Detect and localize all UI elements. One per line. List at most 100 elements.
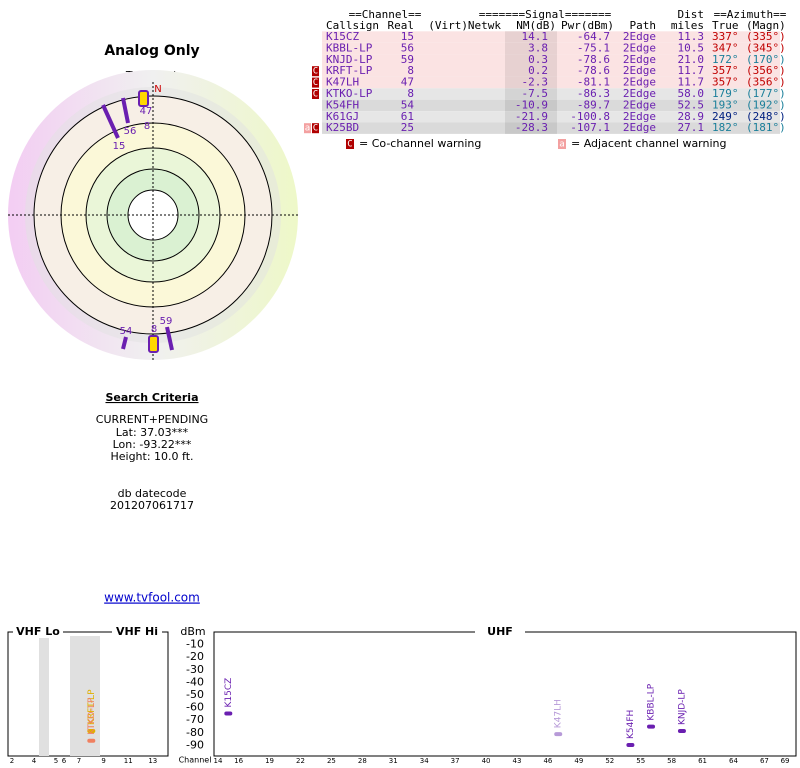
station-label: K47LH: [554, 699, 564, 728]
cell: 357°: [712, 76, 739, 89]
x-label: Channel: [179, 756, 212, 765]
signal-mark: [554, 732, 563, 737]
polar-label: 47: [140, 106, 153, 117]
row-bg: [322, 88, 780, 100]
y-tick-label: -30: [186, 663, 204, 676]
nm-shade: [505, 99, 557, 112]
x-tick-label: 11: [124, 757, 133, 765]
group-header: ==Azimuth==: [714, 8, 787, 21]
x-tick-label: 2: [10, 757, 14, 765]
column-header: True: [712, 19, 739, 32]
cell: (335°): [746, 30, 786, 43]
row-bg: [322, 31, 780, 43]
cell: 0.3: [528, 53, 548, 66]
cell: -21.9: [515, 110, 548, 123]
group-header: =======Signal=======: [479, 8, 612, 21]
polar-label: 54: [120, 326, 133, 337]
x-tick-label: 34: [420, 757, 429, 765]
warning-text: C: [313, 124, 318, 134]
cell: 15: [401, 30, 414, 43]
x-tick-label: 16: [234, 757, 243, 765]
station-label: KBBL-LP: [647, 683, 657, 720]
warning-icon: [312, 123, 319, 134]
cell: KRFT-LP: [326, 64, 373, 77]
gap: [39, 636, 49, 756]
polar-title: Analog Only: [104, 43, 199, 59]
y-tick-label: -50: [186, 688, 204, 701]
cell: -10.9: [515, 98, 548, 111]
cell: -75.1: [577, 41, 610, 54]
cell: K61GJ: [326, 110, 359, 123]
cell: 3.8: [528, 41, 548, 54]
station-label: KRFT-LP: [87, 689, 97, 725]
cell: 11.7: [678, 64, 705, 77]
nm-shade: [505, 65, 557, 77]
nm-shade: [505, 31, 557, 43]
cell: 8: [407, 87, 414, 100]
link[interactable]: www.tvfool.com: [104, 591, 200, 605]
y-tick-label: -70: [186, 713, 204, 726]
polar-label: 15: [113, 141, 126, 152]
row-bg: [322, 42, 780, 55]
nm-shade: [505, 42, 557, 55]
signal-mark: [224, 711, 233, 716]
column-header: (Virt): [428, 19, 468, 32]
cell: 54: [401, 98, 415, 111]
cell: KBBL-LP: [326, 41, 373, 54]
cell: 193°: [712, 98, 739, 111]
x-tick-label: 13: [148, 757, 157, 765]
nm-shade: [505, 54, 557, 66]
cell: 58.0: [678, 87, 705, 100]
cell: 172°: [712, 53, 739, 66]
nm-shade: [505, 76, 557, 89]
criteria-line: Lat: 37.03***: [116, 426, 189, 439]
cell: (177°): [746, 87, 786, 100]
cell: 47: [401, 76, 414, 89]
datecode-label: db datecode: [118, 487, 187, 500]
signal-mark: [677, 729, 686, 734]
legend-mark: C: [347, 140, 352, 150]
x-tick-label: 43: [513, 757, 522, 765]
cell: 337°: [712, 30, 739, 43]
cell: 2Edge: [623, 87, 656, 100]
cell: K25BD: [326, 121, 359, 134]
cell: 61: [401, 110, 414, 123]
x-tick-label: 19: [265, 757, 274, 765]
cell: 11.3: [678, 30, 705, 43]
cell: -107.1: [570, 121, 610, 134]
north-marker: N: [154, 84, 161, 95]
band-label: VHF Hi: [116, 625, 158, 638]
legend-icon: [558, 139, 566, 149]
x-tick-label: 25: [327, 757, 336, 765]
x-tick-label: 9: [101, 757, 105, 765]
polar-label: 8: [151, 324, 157, 335]
group-header: ==Channel==: [349, 8, 422, 21]
cell: 2Edge: [623, 64, 656, 77]
x-tick-label: 22: [296, 757, 305, 765]
y-tick-label: -40: [186, 675, 204, 688]
cell: K47LH: [326, 76, 359, 89]
x-tick-label: 31: [389, 757, 398, 765]
y-tick-label: -80: [186, 726, 204, 739]
cell: 52.5: [678, 98, 705, 111]
cell: -89.7: [577, 98, 610, 111]
cell: (170°): [746, 53, 786, 66]
x-tick-label: 55: [636, 757, 645, 765]
cell: 11.7: [678, 76, 705, 89]
polar-plot: [8, 70, 298, 360]
column-header: Path: [630, 19, 657, 32]
warning-text: a: [305, 124, 310, 134]
column-header: Netwk: [468, 19, 501, 32]
x-tick-label: 61: [698, 757, 707, 765]
x-tick-label: 49: [574, 757, 583, 765]
legend-text: = Co-channel warning: [359, 137, 481, 150]
cell: -81.1: [577, 76, 610, 89]
cell: 27.1: [678, 121, 705, 134]
x-tick-label: 37: [451, 757, 460, 765]
cell: KTKO-LP: [326, 87, 373, 100]
warning-icon: [312, 66, 319, 77]
row-bg: [322, 54, 780, 66]
datecode: 201207061717: [110, 499, 194, 512]
gap: [70, 636, 100, 756]
x-tick-label: 6: [62, 757, 67, 765]
